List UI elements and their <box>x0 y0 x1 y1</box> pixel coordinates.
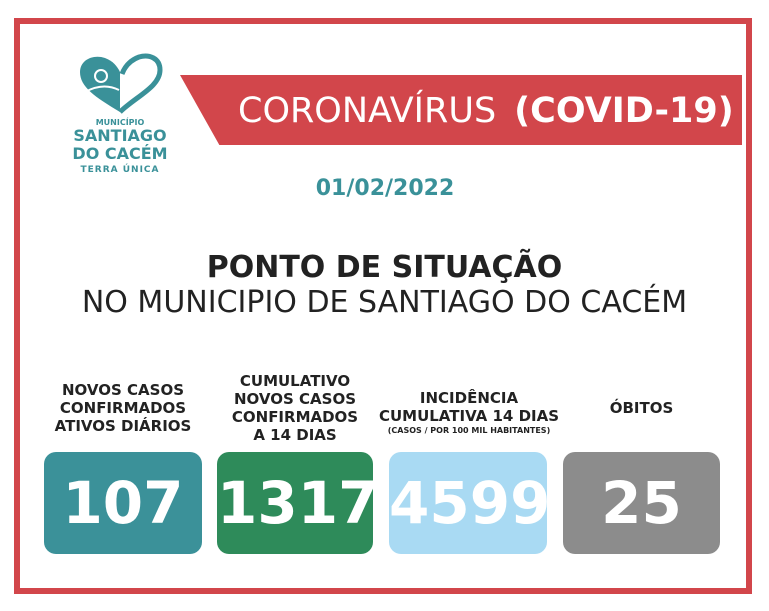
logo-text: DO CACÉM <box>72 144 168 163</box>
stat-box-incidence: 4599 <box>389 452 550 554</box>
label-line: INCIDÊNCIA <box>419 389 519 407</box>
logo-text: SANTIAGO <box>73 126 167 145</box>
label-line: CONFIRMADOS <box>59 399 187 417</box>
stat-label-cumulative: CUMULATIVO NOVOS CASOS CONFIRMADOS A 14 … <box>212 372 378 444</box>
label-line: CUMULATIVA 14 DIAS <box>378 407 560 425</box>
title-banner <box>180 75 742 145</box>
stat-box-new-cases: 107 <box>44 452 202 554</box>
stat-label-incidence: INCIDÊNCIA CUMULATIVA 14 DIAS (CASOS / P… <box>374 389 564 437</box>
label-line: NOVOS CASOS <box>62 381 184 399</box>
banner-text: CORONAVÍRUS <box>238 91 497 131</box>
label-line: ÓBITOS <box>609 399 674 417</box>
banner-bold: (COVID-19) <box>514 91 734 131</box>
label-line: NOVOS CASOS <box>234 390 356 408</box>
heading-line1: PONTO DE SITUAÇÃO <box>206 250 563 285</box>
label-note: (CASOS / POR 100 MIL HABITANTES) <box>387 426 551 435</box>
heart-logo-icon <box>80 53 163 114</box>
stat-box-deaths: 25 <box>563 452 720 554</box>
municipality-logo: MUNICÍPIO SANTIAGO DO CACÉM TERRA ÚNICA <box>60 52 180 187</box>
stat-box-cumulative: 1317 <box>217 452 378 554</box>
label-line: A 14 DIAS <box>253 426 337 444</box>
logo-text: MUNICÍPIO <box>95 118 145 127</box>
stat-label-new-cases: NOVOS CASOS CONFIRMADOS ATIVOS DIÁRIOS <box>40 381 206 435</box>
label-line: ATIVOS DIÁRIOS <box>54 417 192 435</box>
heading-line2: NO MUNICIPIO DE SANTIAGO DO CACÉM <box>81 285 688 320</box>
stat-label-deaths: ÓBITOS <box>563 399 720 417</box>
report-date: 01/02/2022 <box>315 176 455 201</box>
logo-text: TERRA ÚNICA <box>80 165 160 175</box>
label-line: CUMULATIVO <box>239 372 351 390</box>
banner-title: CORONAVÍRUS (COVID-19) <box>238 85 734 137</box>
label-line: CONFIRMADOS <box>231 408 359 426</box>
